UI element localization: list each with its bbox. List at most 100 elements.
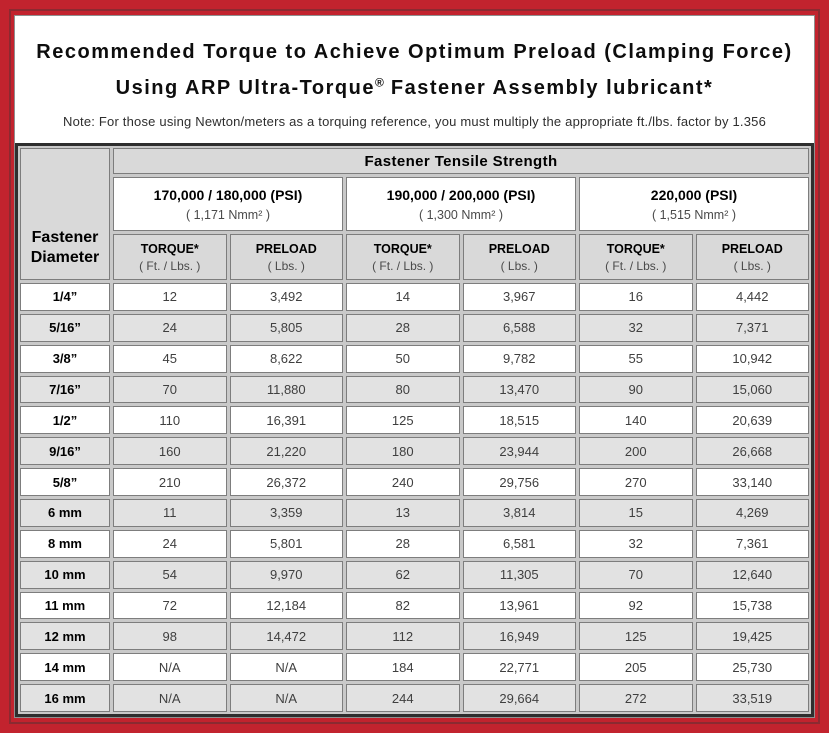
preload-value-cell: 33,519	[695, 684, 809, 712]
torque-value-cell: 244	[346, 684, 460, 712]
preload-value-cell: 3,814	[462, 499, 576, 527]
torque-value-cell: 184	[346, 653, 460, 682]
torque-value-cell: 270	[579, 468, 693, 496]
preload-value-cell: 12,184	[229, 591, 343, 620]
preload-value-cell: 5,805	[229, 313, 343, 342]
preload-value-cell: 15,060	[695, 375, 809, 404]
column-header-torque-3: TORQUE* ( Ft. / Lbs. )	[579, 234, 693, 280]
preload-value-cell: 29,756	[462, 468, 576, 496]
preload-value-cell: 13,470	[462, 375, 576, 404]
torque-value-cell: 28	[346, 313, 460, 342]
note-text: Note: For those using Newton/meters as a…	[62, 113, 767, 129]
preload-value-cell: N/A	[229, 653, 343, 682]
preload-value-cell: 20,639	[695, 406, 809, 435]
torque-value-cell: 54	[113, 560, 227, 589]
page-title: Recommended Torque to Achieve Optimum Pr…	[25, 37, 804, 103]
torque-value-cell: 72	[113, 591, 227, 620]
torque-value-cell: 112	[346, 622, 460, 651]
torque-value-cell: 180	[346, 437, 460, 466]
preload-value-cell: 21,220	[229, 437, 343, 466]
preload-value-cell: 9,970	[229, 560, 343, 589]
preload-value-cell: 15,738	[695, 591, 809, 620]
column-header-torque-1: TORQUE* ( Ft. / Lbs. )	[113, 234, 227, 280]
torque-value-cell: 272	[579, 684, 693, 712]
torque-value-cell: 12	[113, 283, 227, 311]
preload-value-cell: 7,371	[695, 313, 809, 342]
torque-value-cell: 200	[579, 437, 693, 466]
nmm-value: ( 1,300 Nmm² )	[418, 207, 504, 222]
title-block: Recommended Torque to Achieve Optimum Pr…	[15, 16, 814, 143]
preload-value-cell: 22,771	[462, 653, 576, 682]
preload-value-cell: 3,967	[462, 283, 576, 311]
preload-value-cell: 5,801	[229, 529, 343, 558]
preload-value-cell: 4,442	[695, 283, 809, 311]
row-label-diameter: 10 mm	[20, 560, 110, 589]
title-line1: Recommended Torque to Achieve Optimum Pr…	[36, 41, 793, 63]
preload-value-cell: 11,305	[462, 560, 576, 589]
torque-value-cell: 98	[113, 622, 227, 651]
preload-value-cell: 29,664	[462, 684, 576, 712]
row-label-diameter: 5/16”	[20, 313, 110, 342]
strength-group-170-180: 170,000 / 180,000 (PSI) ( 1,171 Nmm² )	[113, 177, 343, 231]
torque-value-cell: 45	[113, 344, 227, 373]
torque-value-cell: 24	[113, 529, 227, 558]
torque-value-cell: 32	[579, 313, 693, 342]
group-header-tensile-strength: Fastener Tensile Strength	[113, 148, 809, 174]
psi-value: 220,000 (PSI)	[650, 186, 738, 203]
torque-value-cell: 240	[346, 468, 460, 496]
torque-value-cell: 110	[113, 406, 227, 435]
preload-value-cell: 8,622	[229, 344, 343, 373]
torque-value-cell: 205	[579, 653, 693, 682]
preload-value-cell: 26,668	[695, 437, 809, 466]
torque-value-cell: N/A	[113, 653, 227, 682]
preload-value-cell: 33,140	[695, 468, 809, 496]
torque-value-cell: 13	[346, 499, 460, 527]
torque-value-cell: 70	[579, 560, 693, 589]
preload-value-cell: 14,472	[229, 622, 343, 651]
preload-value-cell: 25,730	[695, 653, 809, 682]
preload-value-cell: 7,361	[695, 529, 809, 558]
row-label-diameter: 9/16”	[20, 437, 110, 466]
row-label-diameter: 14 mm	[20, 653, 110, 682]
preload-value-cell: 6,581	[462, 529, 576, 558]
torque-value-cell: 80	[346, 375, 460, 404]
torque-value-cell: 11	[113, 499, 227, 527]
torque-value-cell: 125	[346, 406, 460, 435]
preload-value-cell: 13,961	[462, 591, 576, 620]
preload-value-cell: 4,269	[695, 499, 809, 527]
nmm-value: ( 1,515 Nmm² )	[651, 207, 737, 222]
torque-value-cell: 50	[346, 344, 460, 373]
column-header-preload-1: PRELOAD ( Lbs. )	[229, 234, 343, 280]
preload-value-cell: 12,640	[695, 560, 809, 589]
column-header-preload-2: PRELOAD ( Lbs. )	[462, 234, 576, 280]
torque-value-cell: 70	[113, 375, 227, 404]
torque-value-cell: 55	[579, 344, 693, 373]
torque-value-cell: 140	[579, 406, 693, 435]
row-label-diameter: 1/4”	[20, 283, 110, 311]
torque-value-cell: 90	[579, 375, 693, 404]
preload-value-cell: 11,880	[229, 375, 343, 404]
title-line2: Using ARP Ultra-Torque® Fastener Assembl…	[115, 75, 714, 99]
preload-value-cell: 18,515	[462, 406, 576, 435]
torque-value-cell: 28	[346, 529, 460, 558]
row-label-diameter: 5/8”	[20, 468, 110, 496]
psi-value: 190,000 / 200,000 (PSI)	[386, 186, 536, 203]
preload-value-cell: 16,391	[229, 406, 343, 435]
torque-value-cell: 15	[579, 499, 693, 527]
preload-value-cell: 6,588	[462, 313, 576, 342]
content-panel: Recommended Torque to Achieve Optimum Pr…	[14, 15, 815, 718]
preload-value-cell: N/A	[229, 684, 343, 712]
preload-value-cell: 3,492	[229, 283, 343, 311]
torque-value-cell: N/A	[113, 684, 227, 712]
registered-mark: ®	[374, 75, 384, 89]
row-label-diameter: 3/8”	[20, 344, 110, 373]
row-label-diameter: 6 mm	[20, 499, 110, 527]
row-label-diameter: 12 mm	[20, 622, 110, 651]
torque-value-cell: 16	[579, 283, 693, 311]
preload-value-cell: 26,372	[229, 468, 343, 496]
torque-table: Fastener Diameter Fastener Tensile Stren…	[15, 143, 814, 717]
preload-value-cell: 19,425	[695, 622, 809, 651]
torque-value-cell: 92	[579, 591, 693, 620]
row-label-diameter: 7/16”	[20, 375, 110, 404]
preload-value-cell: 10,942	[695, 344, 809, 373]
